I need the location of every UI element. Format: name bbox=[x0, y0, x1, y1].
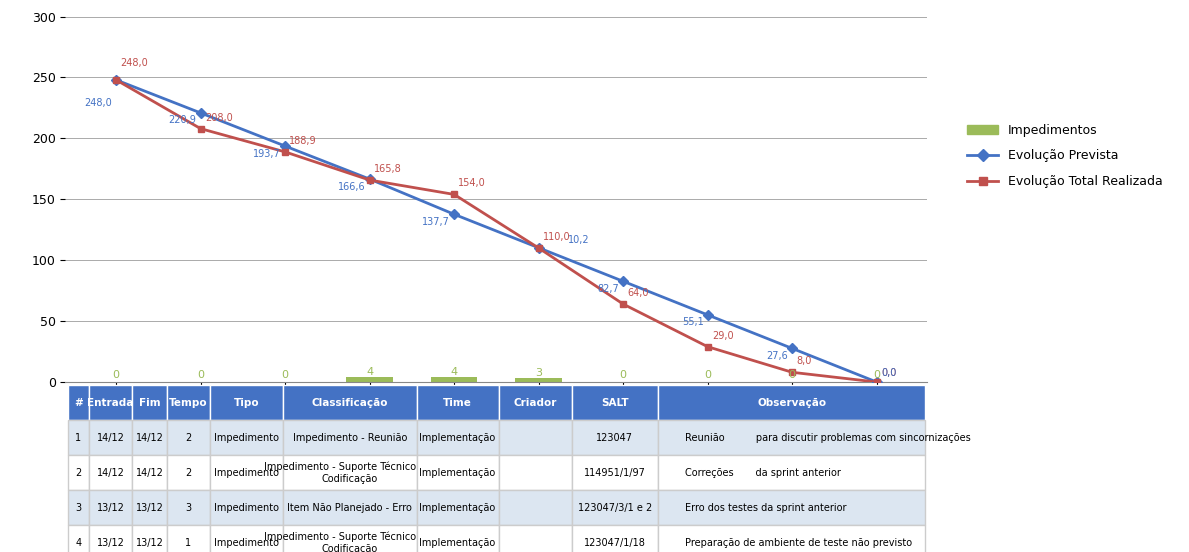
Text: 27,6: 27,6 bbox=[766, 351, 788, 361]
Bar bbox=[515, 379, 562, 382]
Text: 208,0: 208,0 bbox=[205, 113, 233, 123]
Text: 154,0: 154,0 bbox=[459, 178, 486, 188]
Text: 4: 4 bbox=[451, 367, 458, 376]
Text: 3: 3 bbox=[535, 368, 542, 378]
Text: 10,2: 10,2 bbox=[568, 235, 590, 245]
Text: 0,0: 0,0 bbox=[881, 368, 897, 379]
Text: 166,6: 166,6 bbox=[338, 182, 365, 192]
Text: 188,9: 188,9 bbox=[289, 136, 317, 146]
Text: 220,9: 220,9 bbox=[169, 115, 196, 125]
Text: 110,0: 110,0 bbox=[543, 232, 571, 242]
Text: 0: 0 bbox=[619, 370, 627, 380]
Text: 0: 0 bbox=[197, 370, 205, 380]
Text: 0: 0 bbox=[113, 370, 120, 380]
Text: 64,0: 64,0 bbox=[628, 288, 649, 298]
Text: 0,0: 0,0 bbox=[881, 368, 897, 379]
Bar bbox=[430, 377, 478, 382]
Text: 0: 0 bbox=[282, 370, 289, 380]
Text: 248,0: 248,0 bbox=[84, 98, 112, 108]
Text: 8,0: 8,0 bbox=[797, 356, 812, 366]
Text: 137,7: 137,7 bbox=[422, 217, 449, 227]
Text: 0: 0 bbox=[873, 370, 880, 380]
Legend: Impedimentos, Evolução Prevista, Evolução Total Realizada: Impedimentos, Evolução Prevista, Evoluçã… bbox=[962, 119, 1168, 193]
Text: 0: 0 bbox=[788, 370, 795, 380]
Text: 165,8: 165,8 bbox=[373, 164, 402, 174]
Text: 193,7: 193,7 bbox=[253, 148, 281, 158]
Text: 0: 0 bbox=[704, 370, 711, 380]
Text: 4: 4 bbox=[366, 367, 373, 376]
Text: 55,1: 55,1 bbox=[681, 317, 704, 327]
Text: 82,7: 82,7 bbox=[597, 284, 619, 294]
Text: 29,0: 29,0 bbox=[712, 331, 734, 341]
Text: 248,0: 248,0 bbox=[120, 58, 149, 68]
Bar bbox=[346, 377, 392, 382]
